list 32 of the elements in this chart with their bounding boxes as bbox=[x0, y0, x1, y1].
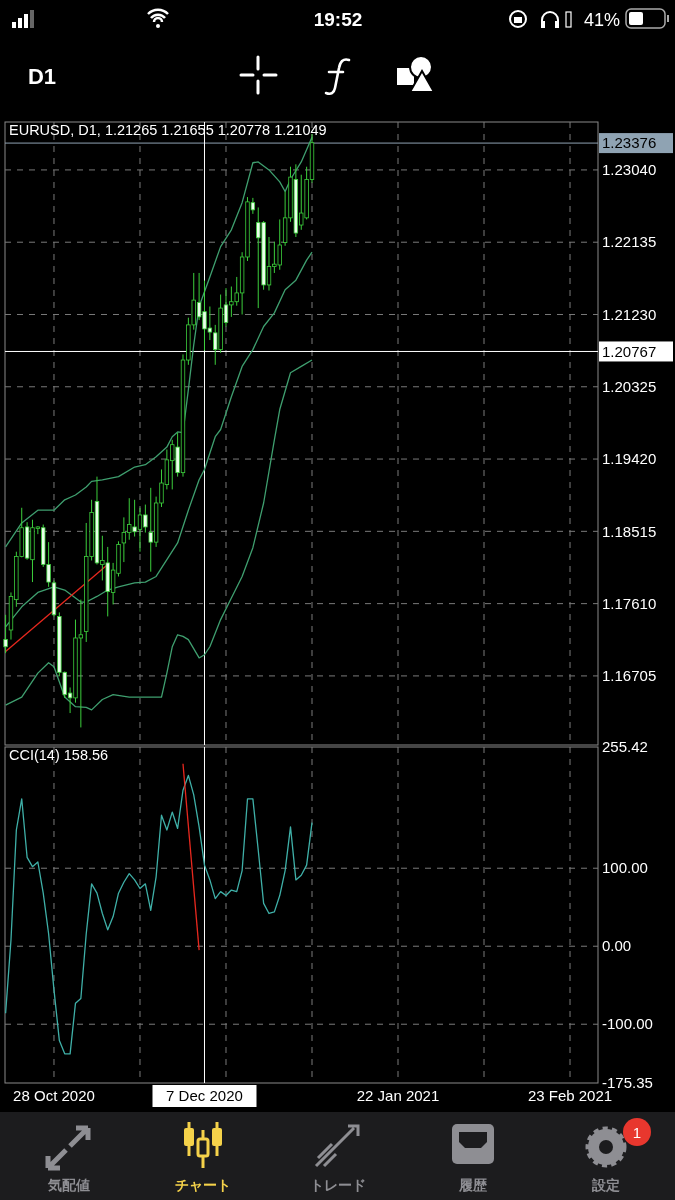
ref-line-label: 1.20767 bbox=[602, 342, 657, 360]
text: 設定 bbox=[591, 1177, 620, 1193]
candlestick bbox=[3, 614, 8, 654]
y-tick-label: 1.19420 bbox=[602, 450, 657, 468]
x-tick-label: 7 Dec 2020 bbox=[166, 1087, 243, 1104]
chart-title: CCI(14) 158.56 bbox=[9, 747, 109, 763]
y-tick-label: 1.16705 bbox=[602, 667, 657, 685]
text: D1 bbox=[27, 64, 57, 89]
y-tick-label: 1.22135 bbox=[602, 233, 657, 251]
text: 19:52 bbox=[313, 9, 363, 30]
line-series bbox=[4, 136, 313, 548]
y-tick-label: 1.20325 bbox=[602, 378, 657, 396]
y-tick-label: 255.42 bbox=[602, 738, 648, 756]
y-tick-label: 1.17610 bbox=[602, 594, 657, 612]
x-tick-label: 28 Oct 2020 bbox=[13, 1087, 95, 1104]
y-tick-label: 1.18515 bbox=[602, 522, 657, 540]
text: 1 bbox=[632, 1124, 642, 1141]
y-tick-label: 1.23040 bbox=[602, 161, 657, 179]
ref-line-label: 1.23376 bbox=[602, 134, 657, 152]
y-tick-label: 1.21230 bbox=[602, 305, 657, 323]
y-tick-label: 0.00 bbox=[602, 937, 632, 955]
text: 履歴 bbox=[458, 1177, 488, 1193]
line-series bbox=[4, 251, 313, 628]
y-tick-label: -100.00 bbox=[602, 1015, 653, 1033]
line-series bbox=[4, 774, 313, 1055]
text: トレード bbox=[310, 1177, 366, 1193]
text: 気配値 bbox=[47, 1177, 90, 1193]
text: チャート bbox=[175, 1177, 231, 1193]
text: 41% bbox=[584, 10, 621, 30]
x-tick-label: 22 Jan 2021 bbox=[356, 1087, 440, 1104]
y-tick-label: 100.00 bbox=[602, 859, 648, 877]
line-series bbox=[4, 359, 313, 711]
